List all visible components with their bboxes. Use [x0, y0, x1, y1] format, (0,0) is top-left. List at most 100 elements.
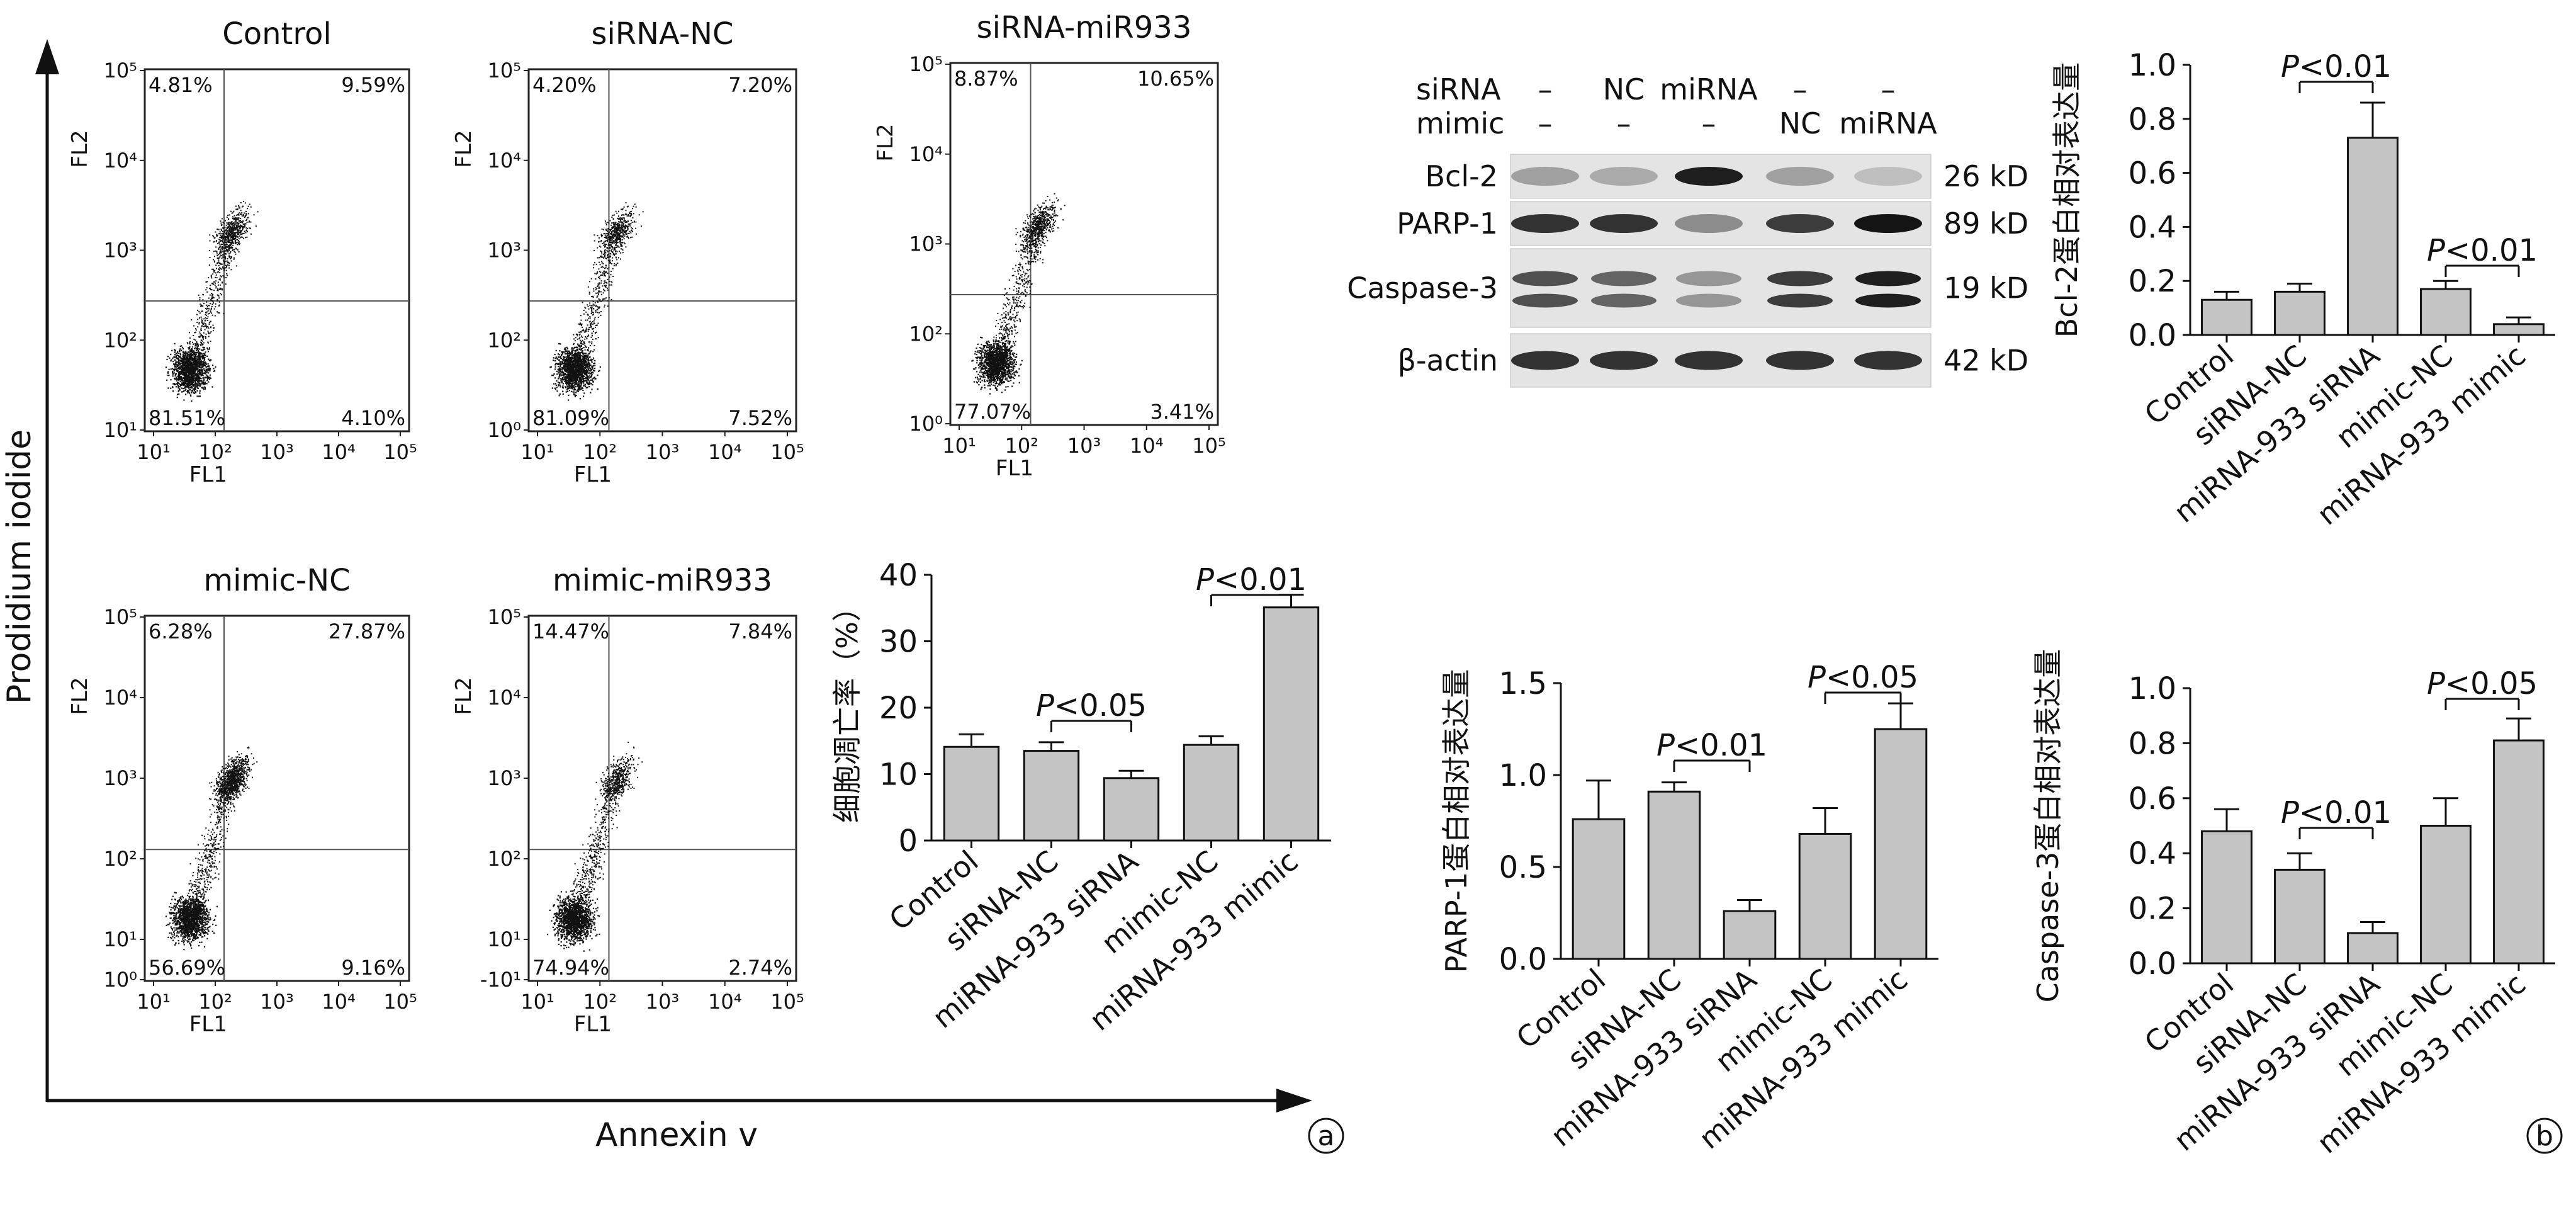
bar: [2274, 290, 2326, 336]
x-tick-label: 10⁵: [1192, 434, 1226, 458]
y-tick-label: 1.0: [2129, 671, 2176, 706]
quadrant-lr: 4.10%: [341, 406, 405, 430]
y-tick-label: -10¹: [480, 968, 521, 992]
flow-y-label: FL2: [451, 677, 476, 715]
blot-band: [1511, 214, 1579, 233]
scatter-events: [165, 201, 259, 402]
y-tick-label: 10⁵: [909, 52, 943, 76]
y-tick-label: 10²: [487, 847, 521, 871]
y-tick-label: 10³: [909, 232, 943, 256]
x-tick-label: 10²: [198, 440, 232, 464]
blot-band: [1766, 351, 1834, 370]
blot-row: β-actin 42 kD: [1398, 333, 2028, 388]
y-tick-label: 0.2: [2129, 264, 2176, 299]
y-axis-label: 细胞凋亡率（%）: [830, 592, 864, 823]
y-tick-label: 10⁰: [487, 418, 521, 442]
scatter-events: [546, 742, 643, 952]
x-tick-label: 10⁴: [322, 990, 356, 1014]
blot-band: [1512, 271, 1578, 286]
y-tick-label: 10⁰: [909, 412, 943, 436]
mimic-lane-value: NC: [1779, 106, 1821, 140]
y-axis-label: PARP-1蛋白相对表达量: [1439, 669, 1473, 973]
y-tick-label: 10¹: [103, 418, 137, 442]
y-tick-label: 10²: [487, 328, 521, 352]
sig-label: P<0.05: [1036, 688, 1147, 723]
y-tick-label: 10⁰: [103, 968, 137, 992]
y-tick-label: 0: [898, 824, 918, 859]
quadrant-ul: 6.28%: [149, 620, 213, 643]
bar: [2493, 323, 2545, 336]
flow-y-label: FL2: [67, 130, 93, 167]
blot-band: [1675, 167, 1743, 186]
blot-band: [1675, 351, 1743, 370]
y-tick-label: 0.6: [2129, 156, 2176, 191]
x-tick-label: 10²: [198, 990, 232, 1014]
x-tick-label: 10³: [646, 990, 680, 1014]
flow-x-label: FL1: [996, 456, 1033, 481]
sig-label: P<0.01: [2281, 49, 2392, 84]
blot-band: [1854, 214, 1922, 233]
bar-chart: 0.00.20.40.60.81.0Bcl-2蛋白相对表达量ControlsiR…: [2050, 48, 2555, 531]
blot-band: [1855, 293, 1921, 308]
y-tick-label: 10²: [909, 322, 943, 346]
y-tick-label: 0.2: [2129, 892, 2176, 927]
flow-x-label: FL1: [574, 1012, 612, 1037]
bar: [2420, 825, 2472, 965]
blot-band: [1590, 167, 1658, 186]
quadrant-lr: 7.52%: [728, 406, 792, 430]
blot-band: [1590, 351, 1658, 370]
y-tick-label: 0.0: [2129, 318, 2176, 353]
quadrant-ll: 81.09%: [532, 406, 609, 430]
y-tick-label: 10⁵: [487, 605, 521, 629]
big-x-axis-label: Annexin v: [595, 1116, 758, 1154]
siRNA-lane-value: –: [1793, 72, 1808, 106]
quadrant-lr: 2.74%: [728, 956, 792, 980]
bar: [1798, 832, 1852, 960]
bar: [1874, 728, 1928, 960]
x-tick-label: 10²: [583, 990, 617, 1014]
blot-band: [1676, 293, 1741, 308]
big-x-axis-arrow: [1276, 1089, 1312, 1113]
x-tick-label: 10³: [260, 990, 294, 1014]
x-tick-label: 10⁴: [708, 440, 742, 464]
flow-plot-title: siRNA-NC: [591, 16, 733, 52]
blot-strip: [1510, 248, 1932, 328]
blot-row: Caspase-3 19 kD: [1347, 248, 2028, 328]
blot-band: [1676, 271, 1741, 286]
y-tick-label: 10¹: [487, 927, 521, 951]
quadrant-ur: 7.20%: [728, 73, 792, 97]
blot-row: Bcl-2 26 kD: [1426, 154, 2028, 199]
siRNA-lane-value: –: [1881, 72, 1896, 106]
big-y-axis-label: Prodidium iodide: [1, 429, 38, 704]
bar: [1723, 910, 1777, 960]
quadrant-ul: 4.81%: [149, 73, 213, 97]
y-tick-label: 1.0: [2129, 48, 2176, 83]
y-tick-label: 10⁴: [909, 142, 943, 166]
x-tick-label: 10¹: [520, 990, 554, 1014]
bar: [943, 745, 1000, 842]
blot-band: [1766, 214, 1834, 233]
quadrant-ll: 81.51%: [149, 406, 225, 430]
protein-size: 19 kD: [1943, 271, 2028, 305]
panel-label-a-text: a: [1318, 1120, 1335, 1152]
flow-plot: siRNA-NC 4.20% 7.20% 81.09% 7.52% 10⁰ 10² 10³ 10…: [451, 16, 804, 487]
bar: [2201, 830, 2253, 965]
flow-x-label: FL1: [189, 1012, 227, 1037]
quadrant-ll: 56.69%: [149, 956, 225, 980]
y-tick-label: 1.0: [1499, 758, 1547, 793]
y-tick-label: 10⁴: [103, 149, 137, 173]
mimic-row-label: mimic: [1416, 106, 1504, 140]
quadrant-ur: 9.59%: [341, 73, 405, 97]
panel-label-b-text: b: [2536, 1120, 2553, 1152]
bar-chart: 0.00.51.01.5PARP-1蛋白相对表达量ControlsiRNA-NC…: [1439, 660, 1938, 1155]
y-tick-label: 0.5: [1499, 850, 1547, 885]
y-axis-label: Caspase-3蛋白相对表达量: [2031, 649, 2065, 1003]
y-tick-label: 10⁴: [487, 149, 521, 173]
y-tick-label: 10⁴: [487, 686, 521, 710]
mimic-lane-value: –: [1617, 106, 1631, 140]
y-tick-label: 10³: [487, 239, 521, 263]
quadrant-ur: 27.87%: [329, 620, 405, 643]
y-tick-label: 10²: [103, 847, 137, 871]
